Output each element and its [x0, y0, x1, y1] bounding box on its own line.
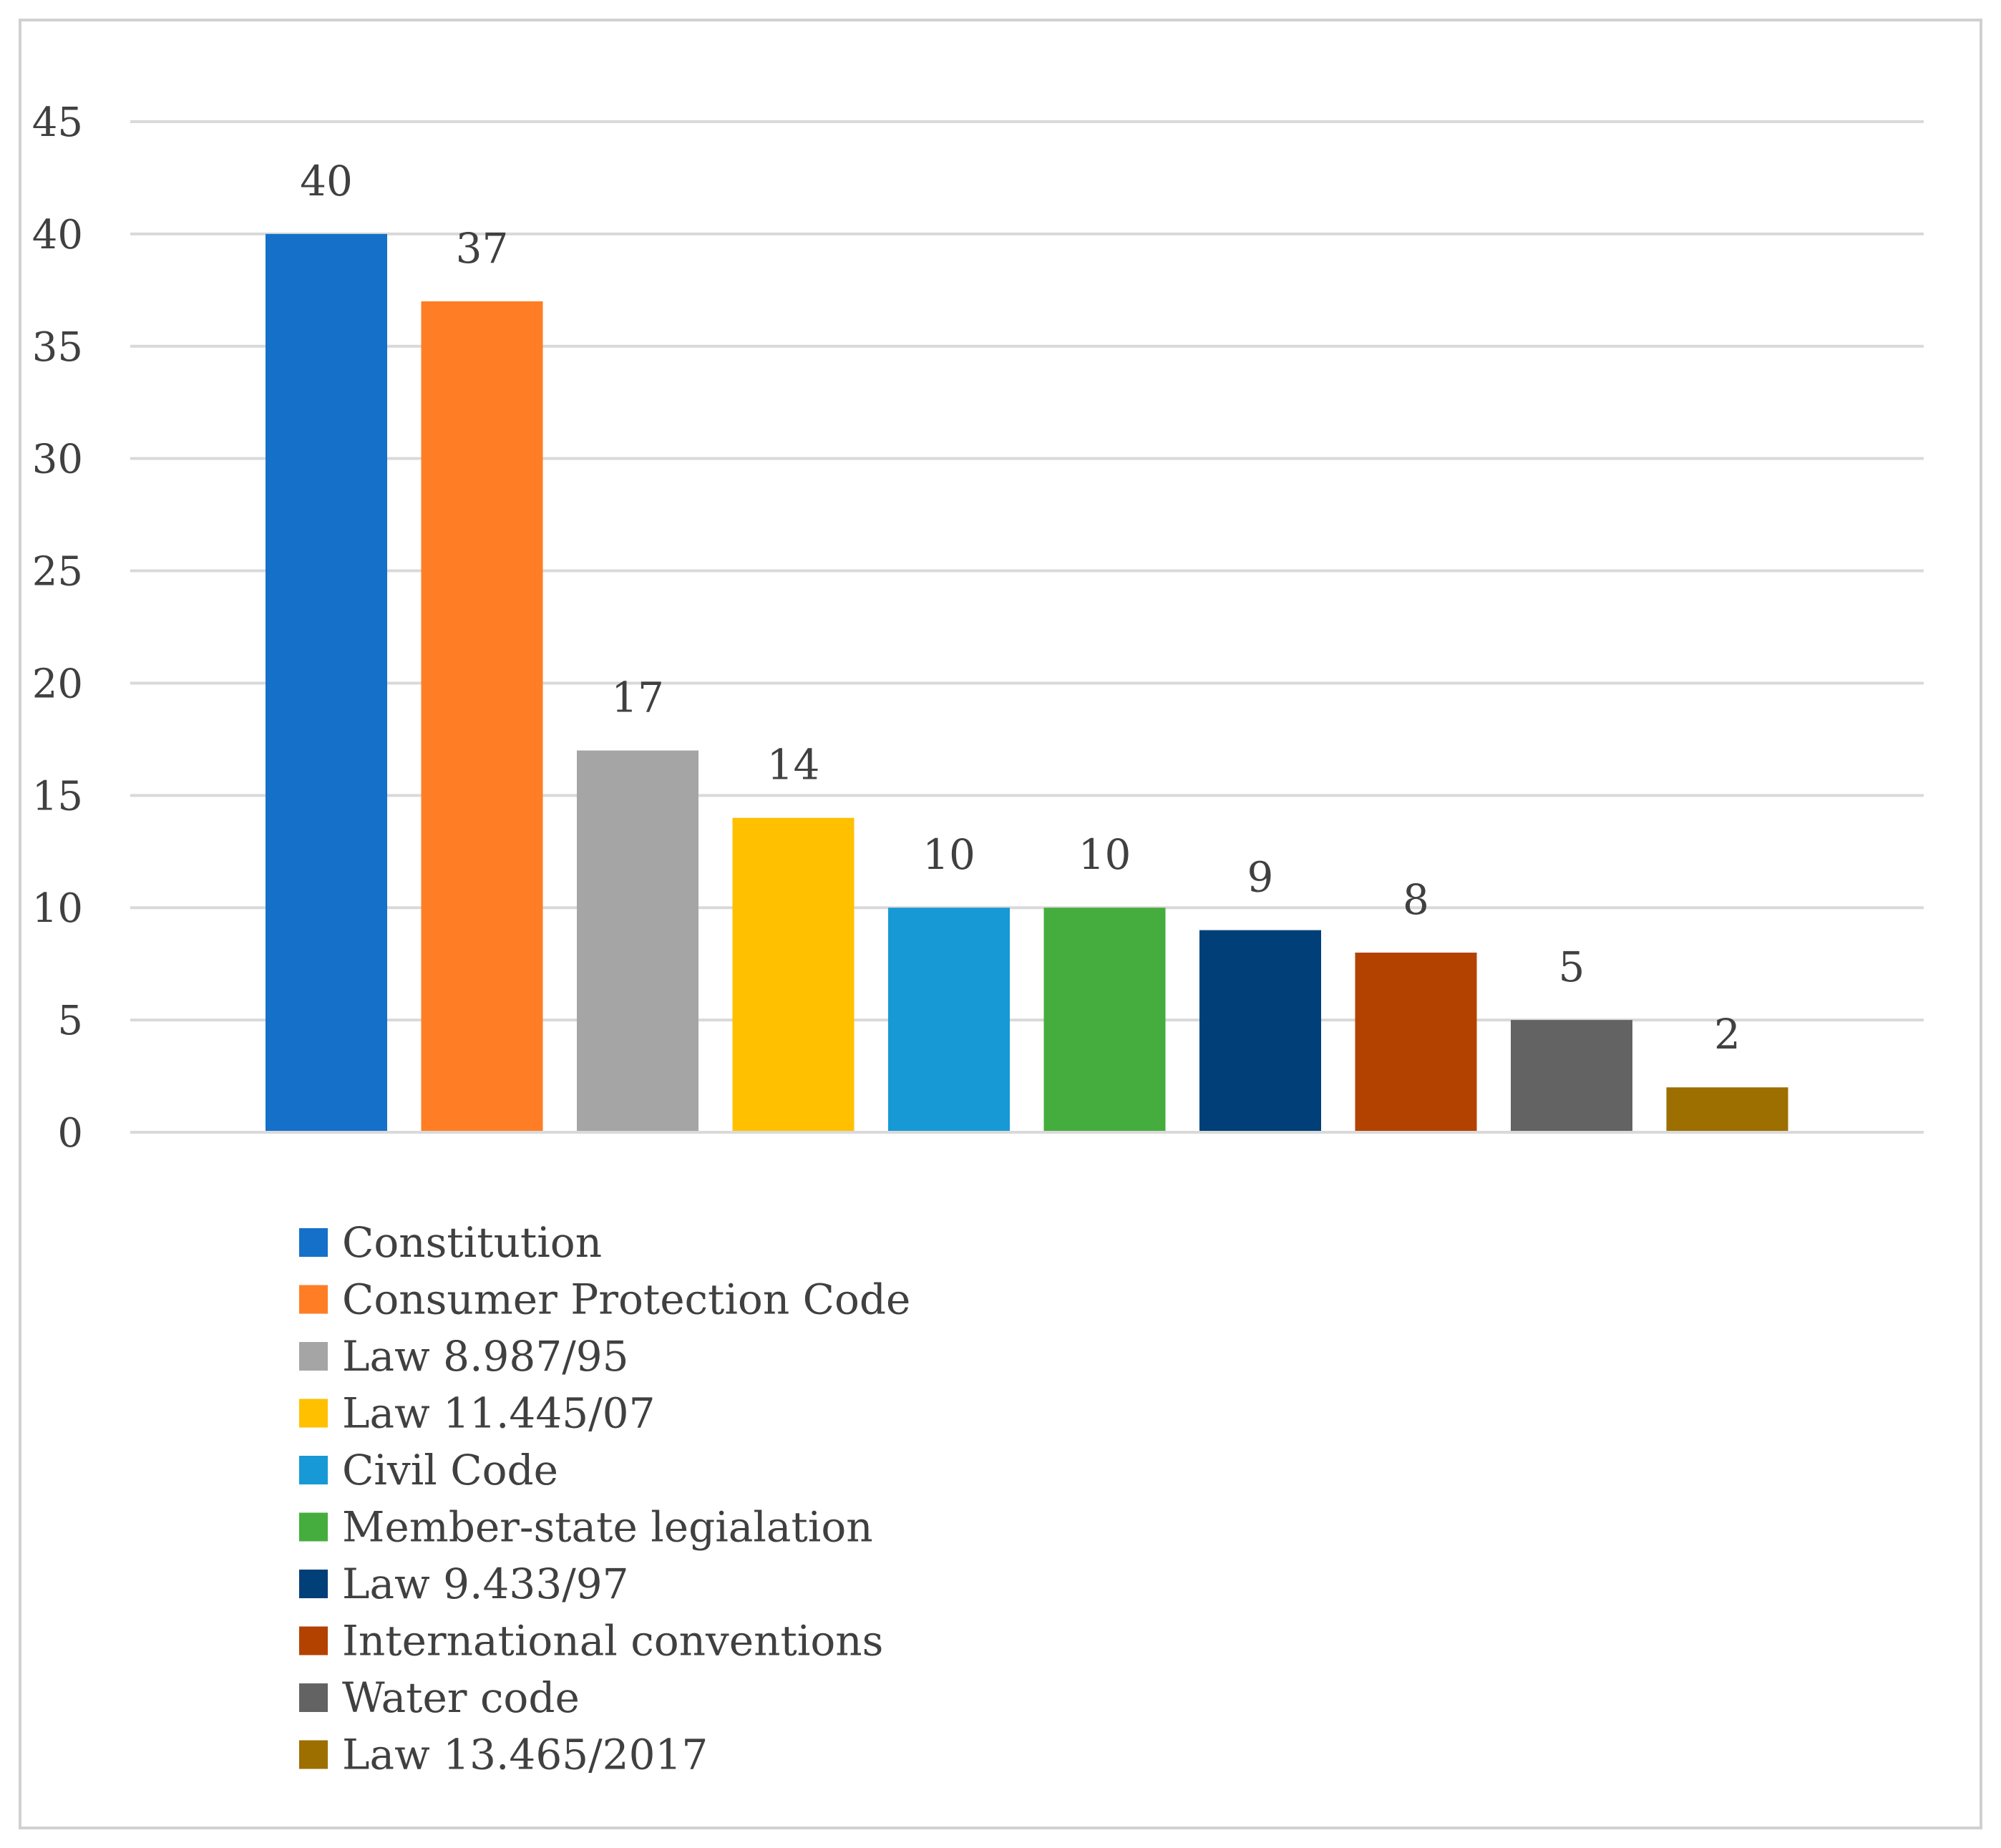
y-tick-label-10: 10 — [32, 885, 83, 932]
legend-label-water-code: Water code — [342, 1673, 580, 1722]
legend-swatch-water-code — [299, 1683, 328, 1712]
y-tick-label-30: 30 — [32, 437, 83, 483]
bars — [130, 233, 1924, 1134]
y-tick-label-15: 15 — [32, 773, 83, 820]
bar-water-code — [1511, 1020, 1632, 1132]
bar-consumer-protection-code — [421, 301, 543, 1132]
bar-law-13-465-2017 — [1666, 1087, 1788, 1132]
y-tick-label-25: 25 — [32, 549, 83, 595]
legend-label-international-conventions: International conventions — [342, 1617, 883, 1665]
legend-label-law-8-987-95: Law 8.987/95 — [342, 1332, 629, 1381]
data-label-consumer-protection-code: 37 — [456, 224, 509, 273]
legend-swatch-law-9-433-97 — [299, 1570, 328, 1598]
data-labels: 40 37 17 14 10 10 9 8 5 2 — [300, 157, 1740, 1059]
legend-swatch-law-8-987-95 — [299, 1342, 328, 1371]
data-label-member-state-legialation: 10 — [1079, 830, 1131, 879]
legend-swatch-member-state-legialation — [299, 1512, 328, 1542]
data-label-water-code: 5 — [1559, 943, 1585, 991]
bar-member-state-legialation — [1043, 908, 1166, 1132]
data-label-law-11-445-07: 14 — [767, 741, 820, 789]
legend-label-law-11-445-07: Law 11.445/07 — [342, 1389, 655, 1438]
bar-civil-code — [888, 908, 1010, 1132]
data-label-international-conventions: 8 — [1403, 875, 1429, 924]
data-label-constitution: 40 — [300, 157, 353, 205]
data-label-law-8-987-95: 17 — [611, 673, 664, 722]
legend-swatch-consumer-protection-code — [299, 1285, 328, 1314]
legend-label-law-9-433-97: Law 9.433/97 — [342, 1560, 629, 1608]
legend-swatch-constitution — [299, 1228, 328, 1257]
y-tick-label-20: 20 — [32, 661, 83, 707]
bar-law-8-987-95 — [577, 750, 698, 1132]
data-label-law-9-433-97: 9 — [1247, 853, 1274, 902]
bar-law-9-433-97 — [1199, 930, 1321, 1132]
legend-label-member-state-legialation: Member-state legialation — [342, 1503, 873, 1552]
legend-label-law-13-465-2017: Law 13.465/2017 — [342, 1731, 708, 1779]
legend: Constitution Consumer Protection Code Law … — [299, 1218, 910, 1779]
data-label-civil-code: 10 — [922, 830, 975, 879]
y-tick-label-35: 35 — [32, 324, 83, 371]
bar-constitution — [266, 233, 387, 1132]
bar-international-conventions — [1355, 952, 1477, 1132]
y-tick-label-45: 45 — [32, 99, 83, 146]
y-tick-label-0: 0 — [57, 1110, 83, 1157]
y-tick-label-5: 5 — [57, 998, 83, 1044]
legend-swatch-law-13-465-2017 — [299, 1740, 328, 1769]
legend-swatch-law-11-445-07 — [299, 1399, 328, 1428]
legend-label-consumer-protection-code: Consumer Protection Code — [342, 1275, 910, 1324]
legend-swatch-international-conventions — [299, 1626, 328, 1655]
legend-label-civil-code: Civil Code — [342, 1446, 558, 1494]
y-axis-ticks: 0 5 10 15 20 25 30 35 40 45 — [32, 99, 83, 1157]
legend-label-constitution: Constitution — [342, 1218, 602, 1267]
legend-swatch-civil-code — [299, 1456, 328, 1484]
data-label-law-13-465-2017: 2 — [1714, 1010, 1740, 1059]
y-tick-label-40: 40 — [32, 212, 83, 258]
bar-law-11-445-07 — [732, 817, 855, 1132]
